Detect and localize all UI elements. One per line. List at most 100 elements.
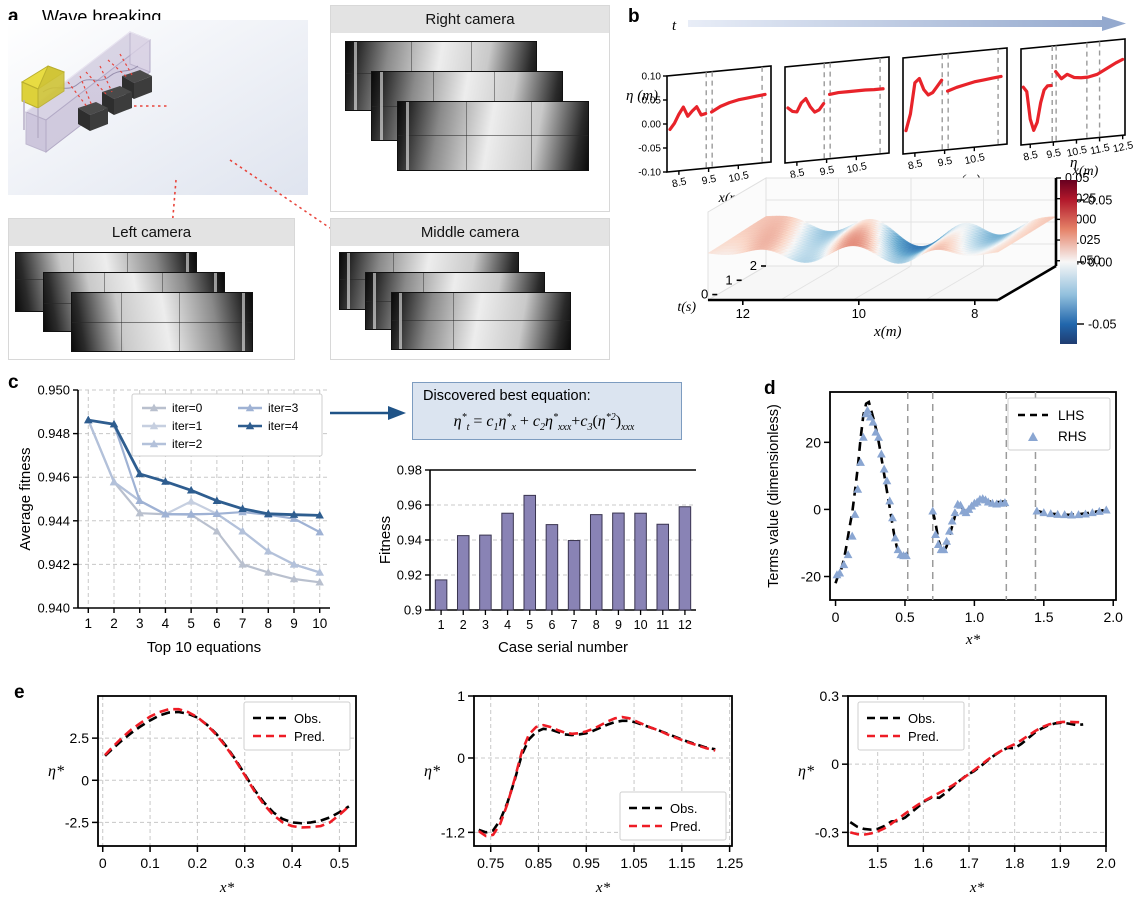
- wave-profile-curve: [945, 74, 1003, 93]
- fitness-legend-label: iter=2: [172, 437, 203, 451]
- fitness-marker: [289, 560, 299, 568]
- bar-case-9: [612, 512, 625, 611]
- obspred-ylabel: η*: [798, 763, 814, 780]
- fitness-marker: [264, 546, 273, 555]
- terms-xtick: 1.0: [965, 609, 985, 625]
- terms-rhs-marker: [885, 496, 895, 505]
- wave-snapshot-2: 8.59.510.5x(m): [784, 56, 890, 197]
- fitness-marker: [109, 419, 119, 428]
- surface-xlabel: x(m): [873, 324, 901, 340]
- obspred-xtick: 1.05: [620, 855, 647, 871]
- colorbar-tick: 0.05: [1088, 194, 1112, 208]
- terms-xtick: 2.0: [1103, 609, 1123, 625]
- snapshot-xlabel: x(m): [1072, 164, 1099, 179]
- bar-case-5: [523, 494, 537, 611]
- terms-rhs-marker: [942, 536, 952, 545]
- wave-snapshots-chart: 8.5 9.5 10.5 x(m) 0.10 0.05 0.00 -0.05 -0.10 8.5 9…: [638, 38, 1134, 206]
- time-arrow-label: t: [672, 18, 677, 34]
- fitness-marker: [186, 509, 196, 518]
- fitness-xtick: 9: [290, 616, 298, 631]
- bar-case-6: [545, 524, 559, 611]
- bar-xtick: 3: [482, 618, 489, 632]
- bar-ytick: 0.92: [397, 568, 422, 583]
- surface-xtick: 10: [852, 306, 866, 321]
- obspred-xtick: 0.1: [140, 855, 160, 871]
- obspred-xtick: 0.4: [282, 855, 302, 871]
- wave-profile-curve: [1021, 83, 1053, 132]
- fitness-marker: [212, 496, 222, 504]
- terms-rhs-marker: [850, 509, 860, 518]
- obspred-line-Pred.: [849, 720, 1084, 836]
- camera-panel-middle: Middle camera: [330, 218, 610, 360]
- snapshot-ytick: 0.05: [642, 96, 662, 107]
- obspred-frame: [97, 695, 357, 847]
- snapshot-frame: [784, 56, 890, 164]
- fitness-marker: [315, 568, 324, 576]
- snapshot-xtick: 10.5: [845, 160, 868, 176]
- terms-rhs-marker: [865, 412, 875, 421]
- fitness-ytick: 0.948: [37, 426, 70, 441]
- terms-rhs-marker: [901, 551, 911, 560]
- fitness-xtick: 8: [265, 616, 273, 631]
- bar-xtick: 2: [460, 618, 467, 632]
- fitness-marker: [238, 526, 247, 535]
- bar-case-8: [589, 514, 603, 611]
- fitness-marker: [186, 496, 196, 505]
- bar-xtick: 8: [593, 618, 600, 632]
- terms-rhs-marker: [1094, 506, 1104, 515]
- terms-ylabel: Terms value (dimensionless): [766, 404, 782, 588]
- terms-value-chart: 0 0.5 1.0 1.5 2.0 -20 0 20 x* Terms value (dimens…: [766, 391, 1123, 648]
- panel-d-letter: d: [764, 378, 776, 399]
- bar-ytick: 0.9: [404, 603, 422, 618]
- fitness-legend-label: iter=4: [268, 419, 299, 433]
- bar-case-7: [567, 540, 581, 611]
- surface-ttick: 2: [750, 258, 757, 273]
- fitness-series-iter=0: [87, 419, 320, 584]
- camera-middle-title: Middle camera: [331, 219, 609, 246]
- fitness-marker: [84, 415, 93, 424]
- fitness-marker: [135, 496, 144, 504]
- snapshot-xtick: 9.5: [937, 155, 954, 170]
- fitness-xlabel: Top 10 equations: [147, 639, 261, 656]
- terms-rhs-marker: [835, 568, 845, 577]
- obspred-ytick: 2.5: [70, 730, 90, 746]
- fitness-marker: [315, 510, 324, 519]
- obspred-ytick: 0: [831, 756, 839, 772]
- obs-pred-chart-1: 0 0.1 0.2 0.3 0.4 0.5 -2.5 0 2.5 x* η* Obs. Pred.: [48, 695, 357, 896]
- terms-rhs-marker: [1053, 509, 1063, 518]
- terms-rhs-marker: [939, 545, 949, 554]
- obspred-legend-label: Obs.: [670, 801, 697, 816]
- obspred-xtick: 0.3: [235, 855, 255, 871]
- terms-rhs-marker: [876, 449, 886, 458]
- bar-ytick: 0.94: [397, 533, 422, 548]
- camera-panel-right: Right camera: [330, 5, 610, 212]
- panel-e-letter: e: [14, 682, 25, 703]
- obspred-legend: [243, 701, 351, 751]
- panel-c-letter: c: [8, 372, 19, 393]
- equation-box-title: Discovered best equation:: [423, 388, 591, 404]
- terms-ytick: 20: [805, 434, 821, 450]
- camera-panel-left: Left camera: [8, 218, 295, 360]
- fitness-xtick: 1: [85, 616, 93, 631]
- bar-xtick: 7: [571, 618, 578, 632]
- snapshot-ytick: 0.10: [642, 72, 662, 83]
- bar-xlabel: Case serial number: [498, 639, 628, 656]
- snapshot-ytick: 0.00: [642, 120, 662, 131]
- obs-pred-chart-3: 1.5 1.6 1.7 1.8 1.9 2.0 -0.3 0 0.3 x* η* Obs. Pred.: [798, 688, 1116, 896]
- bar-xtick: 10: [634, 618, 648, 632]
- flow-arrow: [330, 406, 406, 420]
- terms-rhs-marker: [1046, 509, 1056, 518]
- obspred-xtick: 0.85: [525, 855, 552, 871]
- fitness-marker: [212, 509, 222, 518]
- obspred-xtick: 1.6: [914, 855, 934, 871]
- terms-xtick: 1.5: [1034, 609, 1054, 625]
- obspred-xlabel: x*: [595, 880, 611, 896]
- terms-rhs-marker: [1081, 509, 1090, 518]
- bar-case-10: [634, 512, 647, 611]
- surface-colorbar: 0.05 0.00 -0.05: [1060, 180, 1117, 344]
- bar-case-11: [656, 523, 670, 611]
- colorbar-tick: 0.00: [1088, 256, 1112, 270]
- terms-rhs-marker: [1067, 510, 1076, 519]
- obspred-xlabel: x*: [969, 880, 985, 896]
- terms-xtick: 0.5: [895, 609, 915, 625]
